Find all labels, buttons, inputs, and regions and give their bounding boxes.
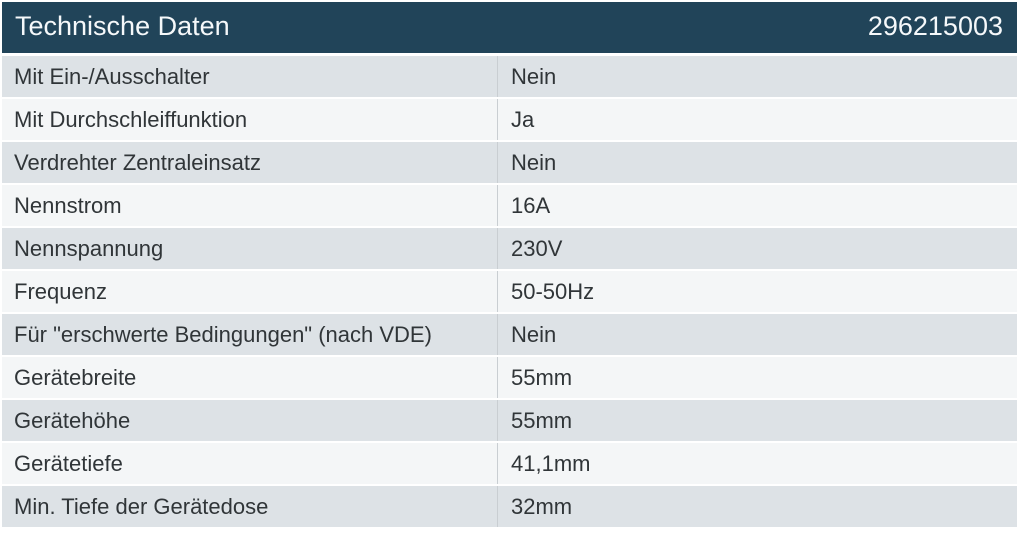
table-row: Nennspannung 230V xyxy=(2,228,1017,269)
row-label: Für "erschwerte Bedingungen" (nach VDE) xyxy=(14,321,432,347)
row-value: Nein xyxy=(497,56,1017,97)
table-row: Min. Tiefe der Gerätedose 32mm xyxy=(2,486,1017,527)
row-label: Nennspannung xyxy=(14,235,164,261)
row-value: Nein xyxy=(497,142,1017,183)
row-label: Frequenz xyxy=(14,278,107,304)
row-label: Gerätehöhe xyxy=(14,407,131,433)
row-value: 16A xyxy=(497,185,1017,226)
row-label: Min. Tiefe der Gerätedose xyxy=(14,493,269,519)
row-value: 50-50Hz xyxy=(497,271,1017,312)
table-row: Gerätehöhe 55mm xyxy=(2,400,1017,441)
table-row: Verdrehter Zentraleinsatz Nein xyxy=(2,142,1017,183)
article-number: 296215003 xyxy=(867,11,1003,41)
row-label: Gerätetiefe xyxy=(14,450,123,476)
table-row: Nennstrom 16A xyxy=(2,185,1017,226)
table-row: Gerätetiefe 41,1mm xyxy=(2,443,1017,484)
row-value: Nein xyxy=(497,314,1017,355)
table-row: Für "erschwerte Bedingungen" (nach VDE) … xyxy=(2,314,1017,355)
row-label: Nennstrom xyxy=(14,192,122,218)
row-value: 55mm xyxy=(497,400,1017,441)
page-title: Technische Daten xyxy=(15,11,230,41)
row-label: Gerätebreite xyxy=(14,364,137,390)
row-label: Mit Ein-/Ausschalter xyxy=(14,63,210,89)
table-row: Gerätebreite 55mm xyxy=(2,357,1017,398)
table-header: Technische Daten 296215003 xyxy=(2,2,1017,53)
spec-table: Mit Ein-/Ausschalter Nein Mit Durchschle… xyxy=(2,56,1017,527)
row-value: 32mm xyxy=(497,486,1017,527)
table-row: Mit Ein-/Ausschalter Nein xyxy=(2,56,1017,97)
row-label: Verdrehter Zentraleinsatz xyxy=(14,149,262,175)
row-value: Ja xyxy=(497,99,1017,140)
row-value: 41,1mm xyxy=(497,443,1017,484)
row-label: Mit Durchschleiffunktion xyxy=(14,106,248,132)
table-row: Frequenz 50-50Hz xyxy=(2,271,1017,312)
table-row: Mit Durchschleiffunktion Ja xyxy=(2,99,1017,140)
row-value: 230V xyxy=(497,228,1017,269)
row-value: 55mm xyxy=(497,357,1017,398)
